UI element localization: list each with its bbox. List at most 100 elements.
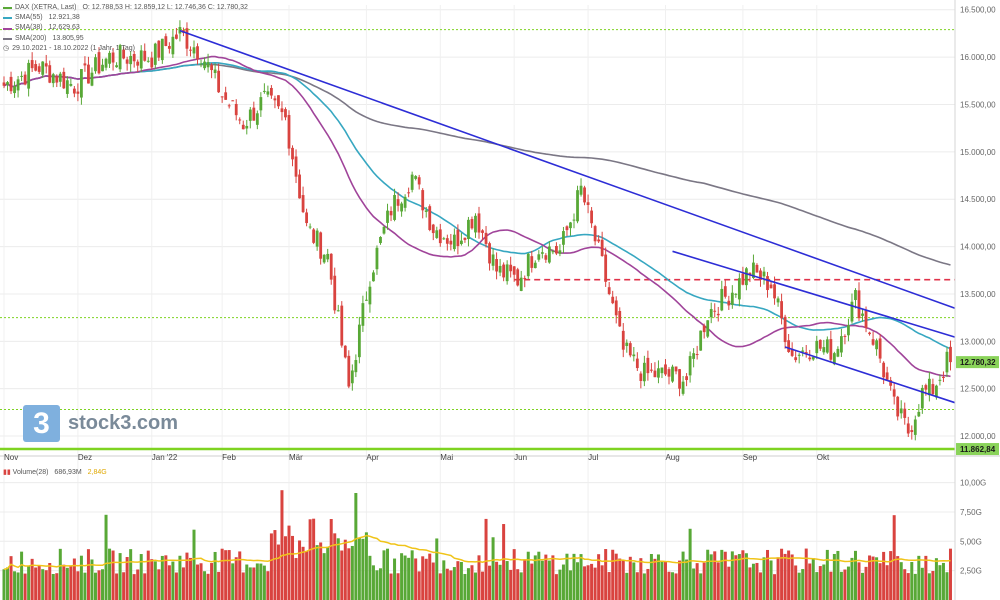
volume-bar bbox=[153, 561, 157, 600]
volume-bar bbox=[713, 551, 717, 600]
candle-body bbox=[224, 92, 228, 100]
volume-bar bbox=[350, 545, 354, 600]
volume-bar bbox=[322, 553, 326, 600]
candle-body bbox=[875, 340, 878, 350]
candle-body bbox=[854, 290, 857, 301]
volume-bar bbox=[727, 566, 731, 600]
volume-bar bbox=[118, 553, 122, 600]
volume-bar bbox=[329, 519, 333, 600]
volume-bar bbox=[220, 548, 224, 600]
volume-bar bbox=[889, 551, 893, 600]
volume-bar bbox=[674, 573, 678, 600]
volume-bar bbox=[878, 563, 882, 600]
candle-body bbox=[87, 64, 90, 84]
volume-bar bbox=[671, 572, 675, 600]
volume-bar bbox=[245, 564, 249, 600]
candle-body bbox=[94, 57, 97, 72]
volume-bar bbox=[164, 555, 168, 600]
volume-bar bbox=[181, 567, 185, 600]
volume-bar bbox=[502, 524, 506, 600]
volume-bar bbox=[846, 566, 850, 600]
volume-bar bbox=[55, 573, 59, 600]
candle-body bbox=[97, 52, 101, 74]
candle-body bbox=[291, 147, 294, 160]
volume-bar bbox=[857, 562, 861, 600]
legend-instrument: DAX (XETRA, Last) bbox=[15, 4, 77, 11]
stock3-logo: 3 stock3.com bbox=[23, 405, 178, 442]
candle-body bbox=[716, 313, 720, 316]
candle-body bbox=[755, 264, 759, 273]
support-badge: 11.862,84 bbox=[960, 445, 996, 454]
candle-body bbox=[403, 196, 407, 208]
candle-body bbox=[537, 254, 541, 260]
volume-bar bbox=[269, 533, 273, 600]
candle-body bbox=[196, 46, 199, 60]
volume-bar bbox=[115, 573, 119, 600]
volume-bars bbox=[0, 482, 955, 600]
volume-bar bbox=[590, 563, 594, 600]
legend-period-text: 29.10.2021 - 18.10.2022 (1 Jahr, 1 Tag) bbox=[12, 44, 135, 52]
candle-body bbox=[590, 210, 593, 224]
candle-body bbox=[899, 408, 903, 414]
volume-bar bbox=[76, 571, 80, 600]
volume-bar bbox=[122, 572, 126, 600]
candle-body bbox=[850, 301, 854, 322]
volume-bar bbox=[702, 562, 706, 600]
volume-bar bbox=[9, 556, 13, 600]
x-tick-label: Nov bbox=[4, 453, 18, 462]
volume-bar bbox=[125, 557, 129, 600]
candle-body bbox=[519, 277, 523, 291]
sma38-swatch-icon bbox=[3, 27, 12, 30]
volume-bar bbox=[23, 573, 27, 600]
candle-body bbox=[259, 97, 263, 111]
volume-bar bbox=[2, 569, 6, 600]
volume-bar bbox=[790, 554, 794, 600]
candle-body bbox=[533, 262, 537, 269]
volume-bar bbox=[305, 551, 309, 600]
candle-body bbox=[843, 335, 847, 337]
candle-body bbox=[558, 250, 562, 254]
candle-body bbox=[681, 381, 685, 394]
volume-bar bbox=[706, 549, 710, 600]
candle-body bbox=[699, 330, 703, 351]
candle-body bbox=[488, 243, 491, 264]
volume-bar bbox=[34, 567, 38, 600]
volume-bar bbox=[132, 574, 136, 600]
candle-body bbox=[175, 34, 178, 39]
volume-bar bbox=[312, 518, 316, 600]
volume-bar bbox=[864, 566, 868, 600]
sma200-swatch-icon bbox=[3, 37, 12, 40]
candle-body bbox=[868, 332, 871, 335]
volume-bar bbox=[435, 538, 439, 600]
chart-legend: DAX (XETRA, Last) O: 12.788,53 H: 12.859… bbox=[3, 3, 248, 54]
volume-bar bbox=[663, 561, 667, 600]
candle-body bbox=[273, 98, 277, 101]
volume-bar bbox=[618, 558, 622, 600]
volume-bar bbox=[234, 557, 238, 600]
candle-body bbox=[23, 74, 27, 85]
volume-bar bbox=[653, 558, 657, 600]
volume-bar bbox=[238, 551, 242, 600]
volume-bar bbox=[319, 542, 323, 600]
candle-body bbox=[924, 385, 928, 390]
volume-bar bbox=[389, 573, 393, 600]
candle-body bbox=[400, 203, 403, 212]
candle-body bbox=[189, 49, 192, 51]
candle-body bbox=[920, 387, 924, 409]
volume-bar bbox=[445, 568, 449, 600]
volume-bar bbox=[231, 563, 235, 600]
volume-bar bbox=[512, 549, 516, 600]
candle-body bbox=[171, 36, 175, 55]
candle-body bbox=[917, 411, 921, 417]
candle-body bbox=[284, 109, 287, 118]
volume-bar bbox=[558, 569, 562, 600]
candle-body bbox=[642, 362, 646, 382]
candle-body bbox=[702, 325, 706, 333]
volume-bar bbox=[48, 563, 52, 600]
candle-body bbox=[927, 378, 931, 396]
volume-bar bbox=[336, 538, 340, 600]
volume-bar bbox=[386, 548, 390, 600]
candle-body bbox=[428, 206, 432, 230]
volume-bar bbox=[533, 555, 537, 600]
candle-body bbox=[192, 47, 196, 54]
